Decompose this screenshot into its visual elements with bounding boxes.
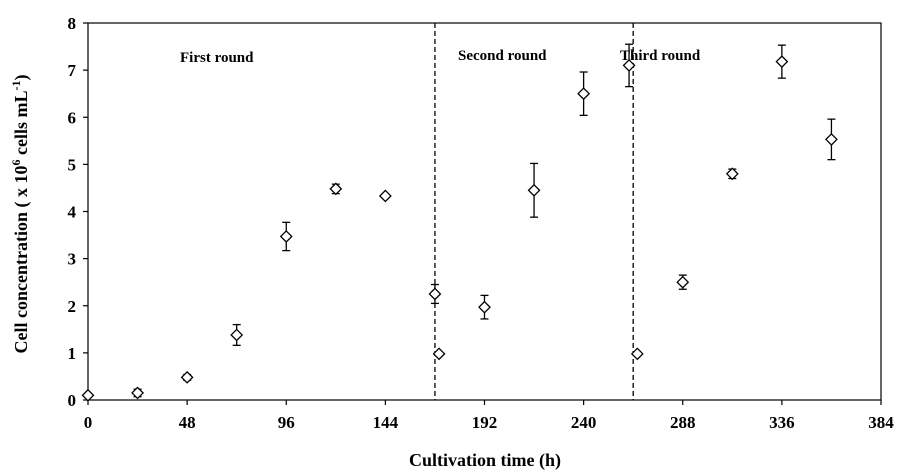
data-point <box>81 388 95 402</box>
data-point <box>775 44 789 79</box>
data-point <box>725 167 739 181</box>
y-tick-label: 3 <box>68 250 77 269</box>
diamond-marker <box>825 132 838 146</box>
diamond-marker <box>432 347 446 361</box>
diamond-marker <box>279 230 293 243</box>
plot-axes <box>87 22 882 401</box>
diamond-marker <box>725 167 739 181</box>
data-point <box>577 71 591 117</box>
x-tick-label: 0 <box>84 413 93 432</box>
data-point <box>131 386 144 400</box>
data-points <box>81 43 838 402</box>
diamond-marker <box>180 370 194 384</box>
diamond-marker <box>622 58 636 72</box>
y-axis-title: Cell concentration ( x 106 cells mL-1) <box>9 75 32 354</box>
annotation-second-round: Second round <box>458 48 547 64</box>
x-tick-label: 48 <box>179 413 196 432</box>
data-point <box>676 274 690 290</box>
data-point <box>230 323 244 346</box>
data-point <box>630 347 644 361</box>
data-point <box>378 189 392 203</box>
x-tick-label: 144 <box>373 413 399 432</box>
data-point <box>428 283 442 305</box>
diamond-marker <box>378 189 392 203</box>
y-tick-label: 0 <box>68 391 77 410</box>
y-tick-label: 5 <box>68 155 77 174</box>
diamond-marker <box>775 55 789 69</box>
data-point <box>329 182 343 196</box>
y-tick-label: 6 <box>68 108 77 127</box>
y-tick-label: 8 <box>68 14 77 33</box>
diamond-marker <box>230 328 244 342</box>
x-tick-label: 336 <box>769 413 795 432</box>
x-tick-label: 96 <box>278 413 295 432</box>
y-tick-label: 7 <box>68 61 77 80</box>
diamond-marker <box>81 388 95 402</box>
diamond-marker <box>329 182 343 196</box>
annotation-first-round: First round <box>180 50 254 66</box>
data-point <box>527 162 541 218</box>
x-tick-label: 192 <box>472 413 498 432</box>
x-tick-label: 240 <box>571 413 597 432</box>
data-point <box>180 370 194 384</box>
x-tick-label: 384 <box>868 413 894 432</box>
data-point <box>622 43 636 88</box>
data-point <box>279 221 293 252</box>
diamond-marker <box>630 347 644 361</box>
x-axis-title: Cultivation time (h) <box>409 450 561 471</box>
diamond-marker <box>577 87 591 101</box>
plot-frame <box>87 22 882 401</box>
diamond-marker <box>478 300 491 314</box>
x-tick-label: 288 <box>670 413 696 432</box>
y-axis-ticks: 0 1 2 3 4 5 6 7 8 <box>68 14 88 410</box>
y-tick-label: 1 <box>68 344 77 363</box>
y-tick-label: 4 <box>68 203 77 222</box>
y-tick-label: 2 <box>68 297 77 316</box>
data-point <box>432 347 446 361</box>
x-axis-ticks: 0 48 96 144 192 240 288 336 384 <box>84 400 894 432</box>
round-dividers <box>434 23 634 400</box>
data-point <box>825 118 838 161</box>
diamond-marker <box>428 287 442 301</box>
data-point <box>478 294 491 320</box>
annotation-third-round: Third round <box>620 48 701 64</box>
diamond-marker <box>131 386 144 400</box>
diamond-marker <box>676 275 690 289</box>
diamond-marker <box>527 183 541 197</box>
